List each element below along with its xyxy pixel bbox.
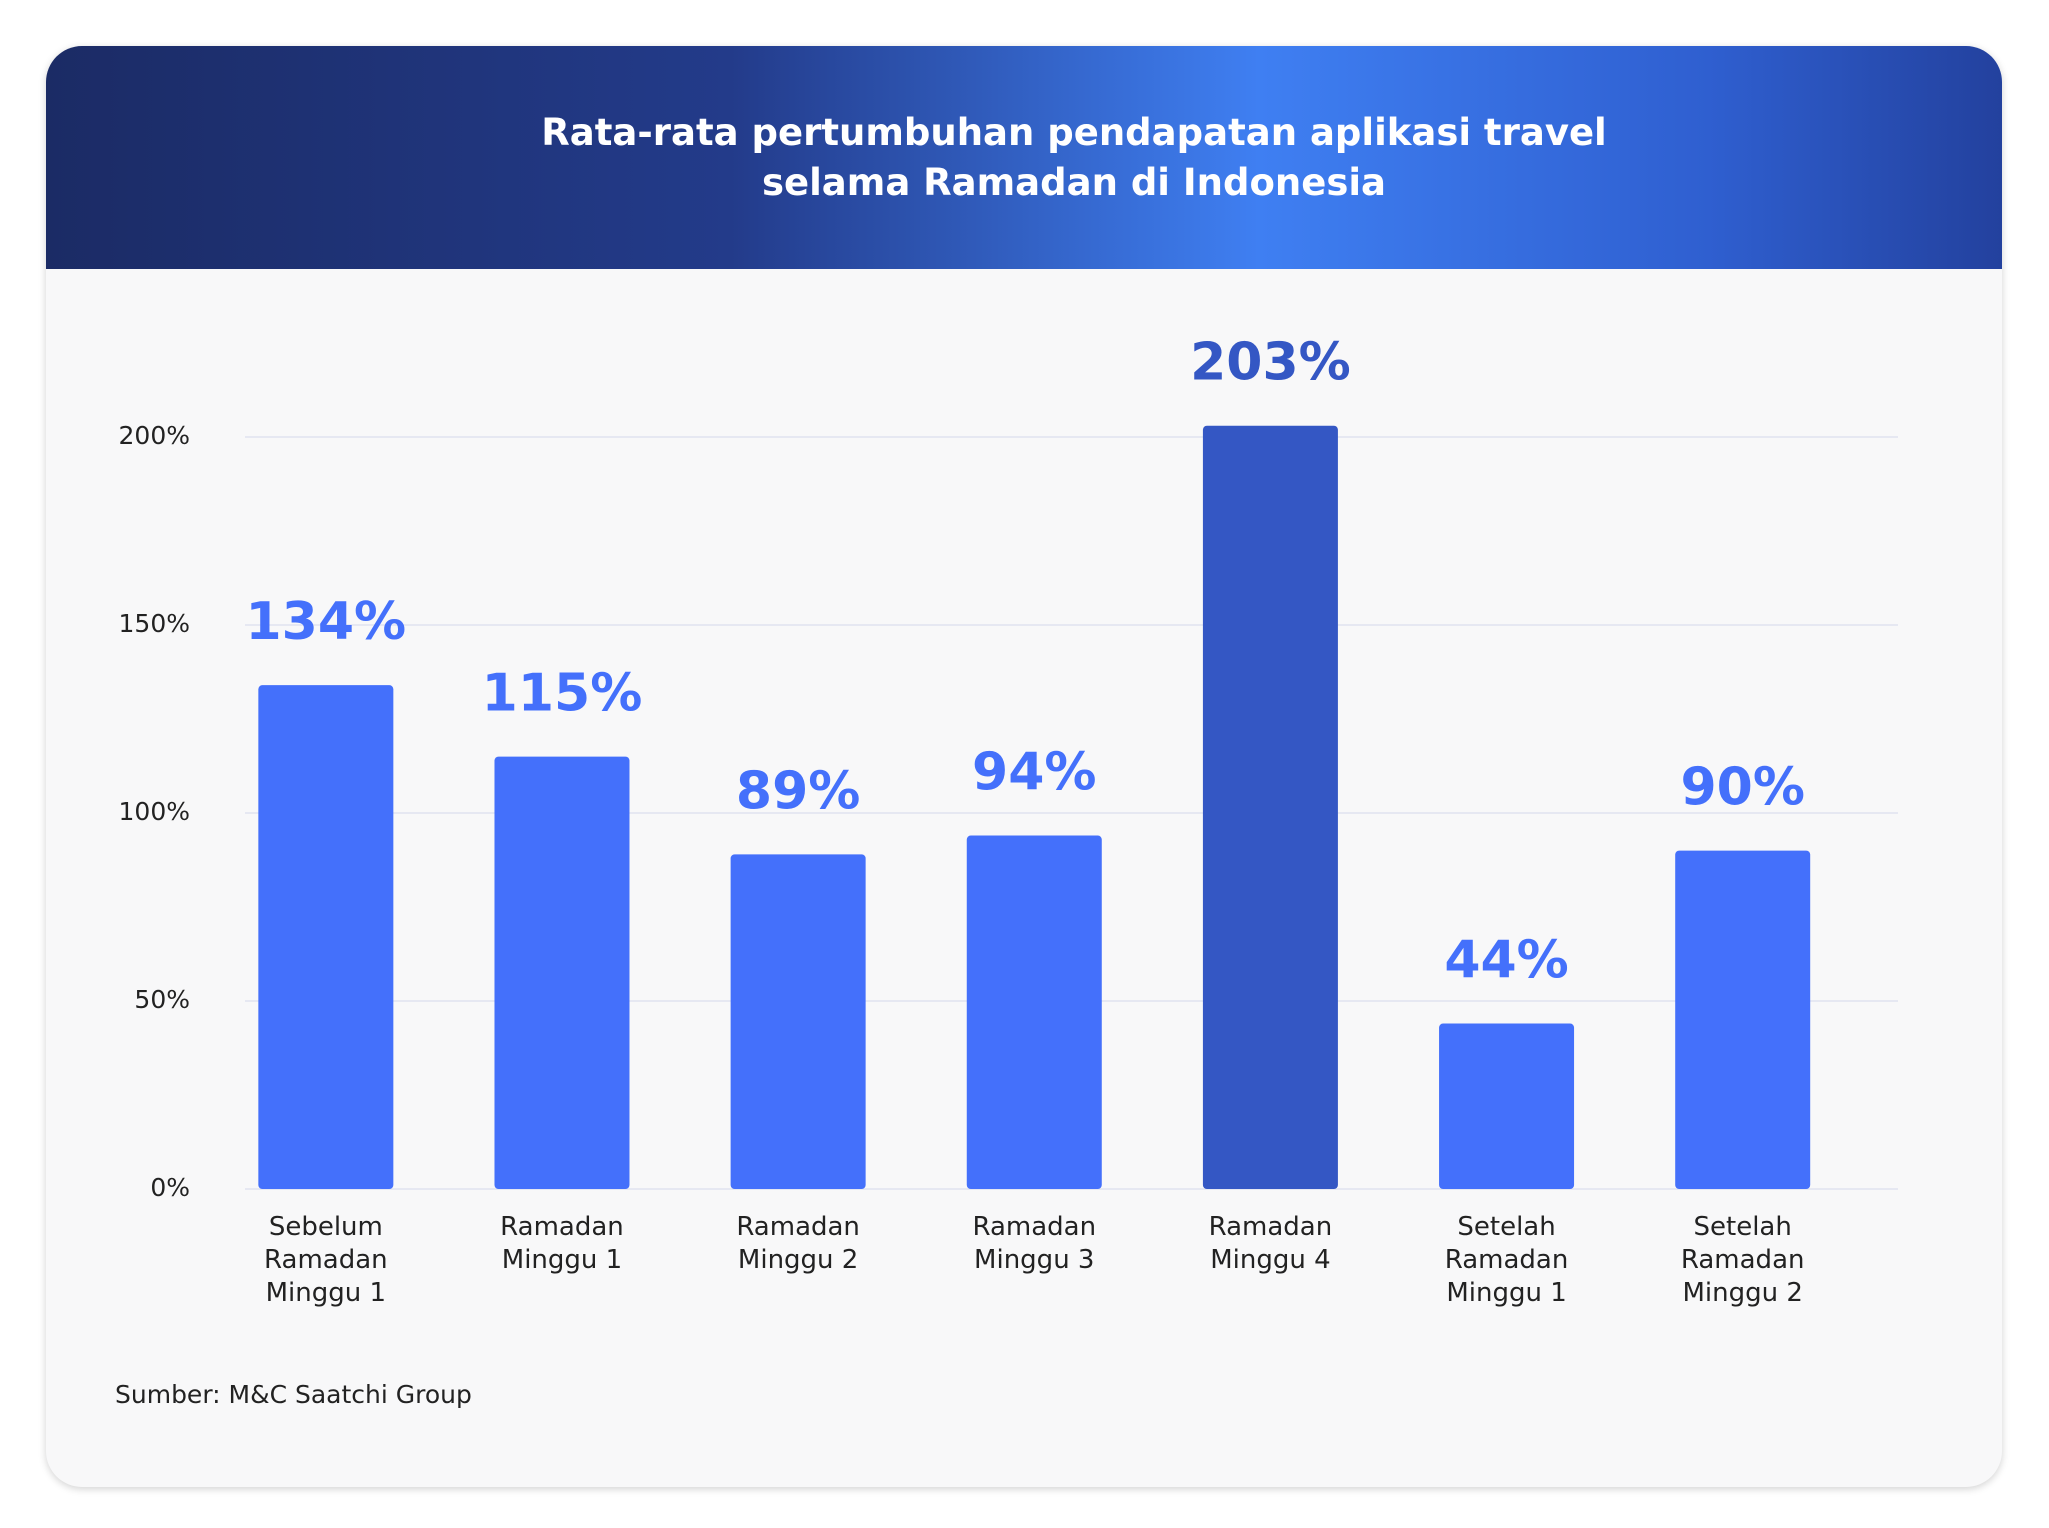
value-label: 94% <box>972 743 1096 803</box>
x-tick-label: Setelah Ramadan Minggu 1 <box>1444 1212 1569 1308</box>
value-label: 203% <box>1190 333 1351 393</box>
value-label: 115% <box>482 664 643 724</box>
x-tick-label: Sebelum Ramadan Minggu 1 <box>264 1212 388 1308</box>
bar <box>730 854 866 1189</box>
x-tick-label: Ramadan Minggu 3 <box>972 1212 1097 1275</box>
x-tick-label: Ramadan Minggu 4 <box>1208 1212 1333 1275</box>
value-label: 44% <box>1444 931 1568 991</box>
y-tick-label: 150% <box>119 609 190 638</box>
bar <box>1675 850 1811 1189</box>
bar <box>494 756 630 1189</box>
bar <box>1202 425 1338 1190</box>
bar <box>1439 1023 1575 1189</box>
y-tick-label: 50% <box>134 985 190 1014</box>
source-note: Sumber: M&C Saatchi Group <box>115 1380 472 1409</box>
y-tick-label: 0% <box>150 1173 190 1202</box>
x-tick-label: Ramadan Minggu 1 <box>500 1212 624 1275</box>
chart-title: Rata-rata pertumbuhan pendapatan aplikas… <box>541 111 1607 204</box>
y-tick-label: 200% <box>119 421 190 450</box>
bar <box>966 835 1102 1189</box>
header: Rata-rata pertumbuhan pendapatan aplikas… <box>46 46 2002 269</box>
value-label: 134% <box>246 592 407 652</box>
value-label: 89% <box>736 761 860 821</box>
y-tick-label: 100% <box>119 797 190 826</box>
x-tick-label: Setelah Ramadan Minggu 2 <box>1680 1212 1805 1308</box>
x-tick-label: Ramadan Minggu 2 <box>736 1212 860 1275</box>
bar <box>258 685 394 1189</box>
value-label: 90% <box>1680 758 1804 818</box>
